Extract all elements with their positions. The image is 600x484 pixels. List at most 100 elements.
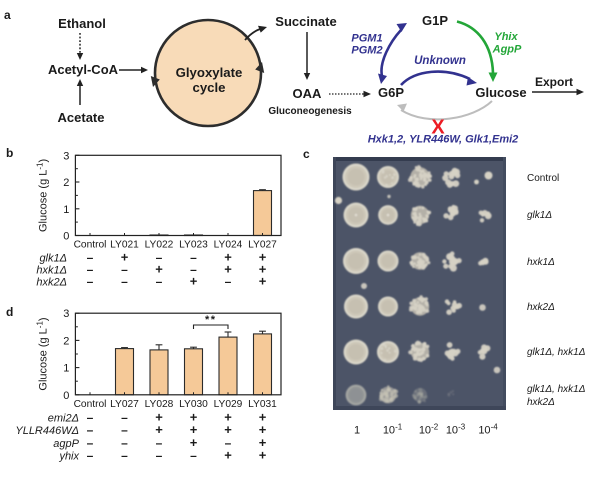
svg-text:10-4: 10-4 bbox=[478, 422, 498, 437]
svg-text:–: – bbox=[121, 275, 128, 289]
svg-text:–: – bbox=[87, 436, 94, 450]
svg-text:+: + bbox=[259, 422, 267, 437]
svg-text:Glucose: Glucose bbox=[475, 85, 526, 100]
svg-text:G1P: G1P bbox=[422, 13, 448, 28]
svg-text:agpP: agpP bbox=[53, 438, 79, 450]
svg-text:–: – bbox=[156, 275, 163, 289]
svg-text:+: + bbox=[121, 250, 129, 265]
svg-text:Control: Control bbox=[74, 240, 107, 251]
svg-text:0: 0 bbox=[63, 390, 69, 402]
svg-text:–: – bbox=[121, 411, 128, 425]
svg-text:c: c bbox=[303, 147, 310, 161]
svg-text:a: a bbox=[4, 8, 11, 22]
svg-text:PGM1: PGM1 bbox=[351, 33, 382, 45]
svg-text:Glyoxylate: Glyoxylate bbox=[176, 65, 243, 80]
svg-text:glk1Δ, hxk1Δ: glk1Δ, hxk1Δ bbox=[527, 347, 586, 358]
svg-text:PGM2: PGM2 bbox=[351, 45, 382, 57]
svg-text:hxk2Δ: hxk2Δ bbox=[527, 397, 555, 408]
svg-text:–: – bbox=[121, 449, 128, 463]
svg-text:Succinate: Succinate bbox=[275, 14, 336, 29]
svg-text:G6P: G6P bbox=[378, 85, 404, 100]
svg-text:LY024: LY024 bbox=[214, 240, 243, 251]
svg-text:hxk2Δ: hxk2Δ bbox=[527, 302, 555, 313]
svg-text:–: – bbox=[87, 423, 94, 437]
svg-text:+: + bbox=[224, 410, 232, 425]
svg-text:yhix: yhix bbox=[58, 451, 79, 463]
svg-text:+: + bbox=[224, 422, 232, 437]
svg-text:glk1Δ, hxk1Δ: glk1Δ, hxk1Δ bbox=[527, 384, 586, 395]
svg-text:1: 1 bbox=[63, 204, 69, 216]
svg-text:LY027: LY027 bbox=[110, 399, 139, 410]
svg-text:Acetate: Acetate bbox=[58, 110, 105, 125]
svg-text:–: – bbox=[156, 251, 163, 265]
svg-text:LY028: LY028 bbox=[145, 399, 174, 410]
svg-text:+: + bbox=[190, 435, 198, 450]
svg-text:LY022: LY022 bbox=[145, 240, 174, 251]
svg-text:–: – bbox=[190, 251, 197, 265]
svg-text:+: + bbox=[224, 262, 232, 277]
svg-text:Export: Export bbox=[535, 75, 573, 89]
svg-text:Yhix: Yhix bbox=[494, 31, 518, 43]
svg-text:+: + bbox=[190, 410, 198, 425]
svg-text:–: – bbox=[225, 275, 232, 289]
svg-text:–: – bbox=[87, 263, 94, 277]
svg-text:+: + bbox=[190, 274, 198, 289]
svg-text:LY023: LY023 bbox=[179, 240, 208, 251]
svg-text:+: + bbox=[259, 448, 267, 463]
svg-text:1: 1 bbox=[354, 425, 360, 437]
svg-text:LY021: LY021 bbox=[110, 240, 139, 251]
svg-text:+: + bbox=[190, 422, 198, 437]
svg-text:10-1: 10-1 bbox=[383, 422, 403, 437]
svg-text:–: – bbox=[87, 275, 94, 289]
svg-text:1: 1 bbox=[63, 363, 69, 375]
svg-text:cycle: cycle bbox=[192, 80, 225, 95]
svg-text:–: – bbox=[190, 449, 197, 463]
svg-text:3: 3 bbox=[63, 308, 69, 320]
svg-text:LY030: LY030 bbox=[179, 399, 208, 410]
svg-text:+: + bbox=[224, 250, 232, 265]
svg-text:d: d bbox=[6, 305, 13, 319]
svg-text:Hxk1,2, YLR446W, Glk1,Emi2: Hxk1,2, YLR446W, Glk1,Emi2 bbox=[368, 134, 519, 146]
svg-text:+: + bbox=[259, 435, 267, 450]
svg-text:LY029: LY029 bbox=[214, 399, 243, 410]
svg-text:+: + bbox=[259, 250, 267, 265]
svg-text:+: + bbox=[259, 410, 267, 425]
svg-text:Control: Control bbox=[527, 173, 559, 184]
svg-text:LY031: LY031 bbox=[248, 399, 277, 410]
svg-text:10-2: 10-2 bbox=[419, 422, 439, 437]
svg-text:Control: Control bbox=[74, 399, 107, 410]
svg-text:Gluconeogenesis: Gluconeogenesis bbox=[268, 106, 352, 117]
svg-text:AgpP: AgpP bbox=[492, 44, 522, 56]
svg-text:0: 0 bbox=[63, 231, 69, 243]
svg-text:+: + bbox=[155, 262, 163, 277]
svg-text:–: – bbox=[156, 436, 163, 450]
svg-text:OAA: OAA bbox=[293, 86, 323, 101]
svg-text:X: X bbox=[431, 117, 445, 139]
svg-text:LY027: LY027 bbox=[248, 240, 277, 251]
svg-text:+: + bbox=[259, 262, 267, 277]
svg-text:+: + bbox=[259, 274, 267, 289]
svg-text:2: 2 bbox=[63, 177, 69, 189]
svg-text:hxk1Δ: hxk1Δ bbox=[527, 257, 555, 268]
svg-text:glk1Δ: glk1Δ bbox=[39, 253, 67, 265]
svg-text:10-3: 10-3 bbox=[446, 422, 466, 437]
svg-text:–: – bbox=[121, 436, 128, 450]
svg-text:emi2Δ: emi2Δ bbox=[48, 413, 79, 425]
svg-text:Unknown: Unknown bbox=[414, 55, 466, 67]
svg-text:Ethanol: Ethanol bbox=[58, 16, 106, 31]
svg-text:–: – bbox=[225, 436, 232, 450]
svg-text:b: b bbox=[6, 146, 13, 160]
svg-text:–: – bbox=[121, 423, 128, 437]
svg-text:+: + bbox=[224, 448, 232, 463]
svg-text:–: – bbox=[87, 251, 94, 265]
svg-text:–: – bbox=[121, 263, 128, 277]
svg-text:–: – bbox=[87, 411, 94, 425]
svg-text:Glucose (g L-1): Glucose (g L-1) bbox=[35, 317, 50, 390]
svg-text:hxk2Δ: hxk2Δ bbox=[36, 277, 67, 289]
svg-text:YLLR446WΔ: YLLR446WΔ bbox=[15, 425, 79, 437]
svg-text:hxk1Δ: hxk1Δ bbox=[36, 265, 67, 277]
svg-text:Glucose (g L-1): Glucose (g L-1) bbox=[35, 159, 50, 232]
svg-text:–: – bbox=[87, 449, 94, 463]
svg-text:glk1Δ: glk1Δ bbox=[527, 210, 552, 221]
svg-text:–: – bbox=[156, 449, 163, 463]
